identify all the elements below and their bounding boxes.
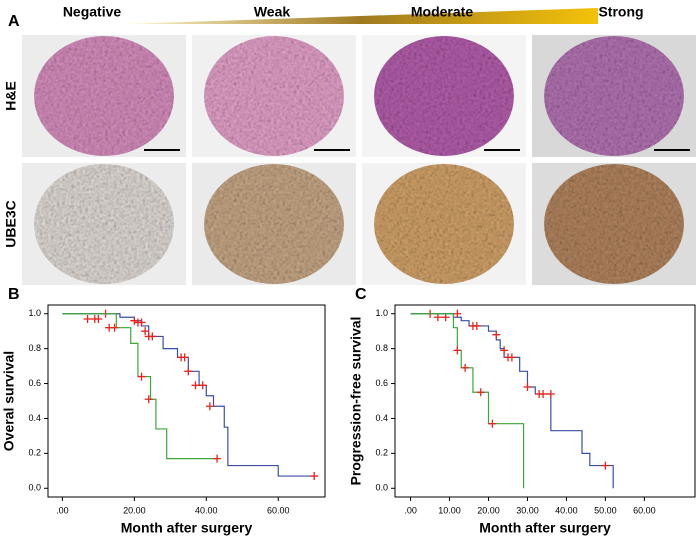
censor-mark (137, 372, 146, 381)
x-tick-label: 10.00 (438, 505, 461, 515)
censor-mark (461, 363, 470, 372)
censor-mark (500, 346, 509, 355)
y-tick-label: 0.8 (375, 343, 388, 353)
survival-curve (62, 313, 218, 460)
y-tick-label: 0.6 (28, 378, 41, 388)
x-tick-label: 30.00 (516, 505, 539, 515)
censor-mark (141, 327, 150, 336)
censor-mark (130, 316, 139, 325)
panel-label: C (355, 286, 367, 303)
y-tick-label: 1.0 (375, 308, 388, 318)
panel-label: A (8, 13, 20, 30)
x-tick-label: .00 (404, 505, 417, 515)
censor-mark (180, 353, 189, 362)
column-header: Negative (63, 4, 122, 20)
x-axis-label: Month after surgery (479, 520, 611, 536)
x-axis-label: Month after surgery (121, 520, 253, 536)
censor-mark (94, 314, 103, 323)
x-tick-label: 50.00 (594, 505, 617, 515)
y-tick-label: 0.4 (28, 413, 41, 423)
censor-mark (184, 367, 193, 376)
y-tick-label: 1.0 (28, 308, 41, 318)
x-tick-label: 60.00 (633, 505, 656, 515)
censor-mark (191, 381, 200, 390)
plot-frame (394, 304, 696, 498)
tissue-core (544, 164, 684, 284)
survival-curve (410, 313, 614, 489)
censor-mark (310, 472, 319, 481)
survival-curve (62, 313, 315, 477)
censor-mark (453, 346, 462, 355)
y-tick-label: 0.0 (28, 483, 41, 493)
tissue-core (204, 36, 344, 156)
censor-mark (507, 353, 516, 362)
column-header: Weak (254, 4, 291, 20)
x-tick-label: 20.00 (123, 505, 146, 515)
censor-mark (110, 323, 119, 332)
row-header: UBE3C (3, 200, 19, 247)
survival-curve (410, 313, 525, 489)
tissue-core (374, 164, 514, 284)
censor-mark (198, 381, 207, 390)
x-tick-label: 20.00 (477, 505, 500, 515)
y-axis-label: Overal survival (1, 351, 17, 451)
censor-mark (539, 390, 548, 399)
y-tick-label: 0.0 (375, 483, 388, 493)
censor-mark (148, 332, 157, 341)
x-tick-label: .00 (56, 505, 69, 515)
plot-frame (47, 304, 326, 498)
censor-mark (601, 461, 610, 470)
x-tick-label: 40.00 (195, 505, 218, 515)
censor-mark (546, 390, 555, 399)
micrographs (22, 35, 696, 285)
censor-mark (453, 309, 462, 318)
x-tick-label: 60.00 (267, 505, 290, 515)
censor-mark (83, 314, 92, 323)
tissue-core (34, 164, 174, 284)
censor-mark (433, 313, 442, 322)
censor-mark (441, 313, 450, 322)
y-tick-label: 0.2 (375, 448, 388, 458)
censor-mark (523, 383, 532, 392)
censor-mark (488, 419, 497, 428)
row-header: H&E (3, 81, 19, 111)
panel-label: B (8, 286, 20, 303)
intensity-wedge (125, 8, 598, 24)
y-tick-label: 0.2 (28, 448, 41, 458)
tissue-core (204, 164, 344, 284)
tissue-core (544, 36, 684, 156)
censor-mark (472, 321, 481, 330)
column-header: Strong (598, 4, 643, 20)
x-tick-label: 40.00 (555, 505, 578, 515)
column-header: Moderate (411, 4, 473, 20)
y-axis-label: Progression-free survival (348, 317, 364, 486)
y-tick-label: 0.8 (28, 343, 41, 353)
censor-mark (213, 454, 222, 463)
censor-mark (205, 402, 214, 411)
y-tick-label: 0.6 (375, 378, 388, 388)
censor-mark (144, 395, 153, 404)
tissue-core (374, 36, 514, 156)
censor-mark (137, 318, 146, 327)
censor-mark (476, 388, 485, 397)
censor-mark (492, 330, 501, 339)
y-tick-label: 0.4 (375, 413, 388, 423)
tissue-core (34, 36, 174, 156)
